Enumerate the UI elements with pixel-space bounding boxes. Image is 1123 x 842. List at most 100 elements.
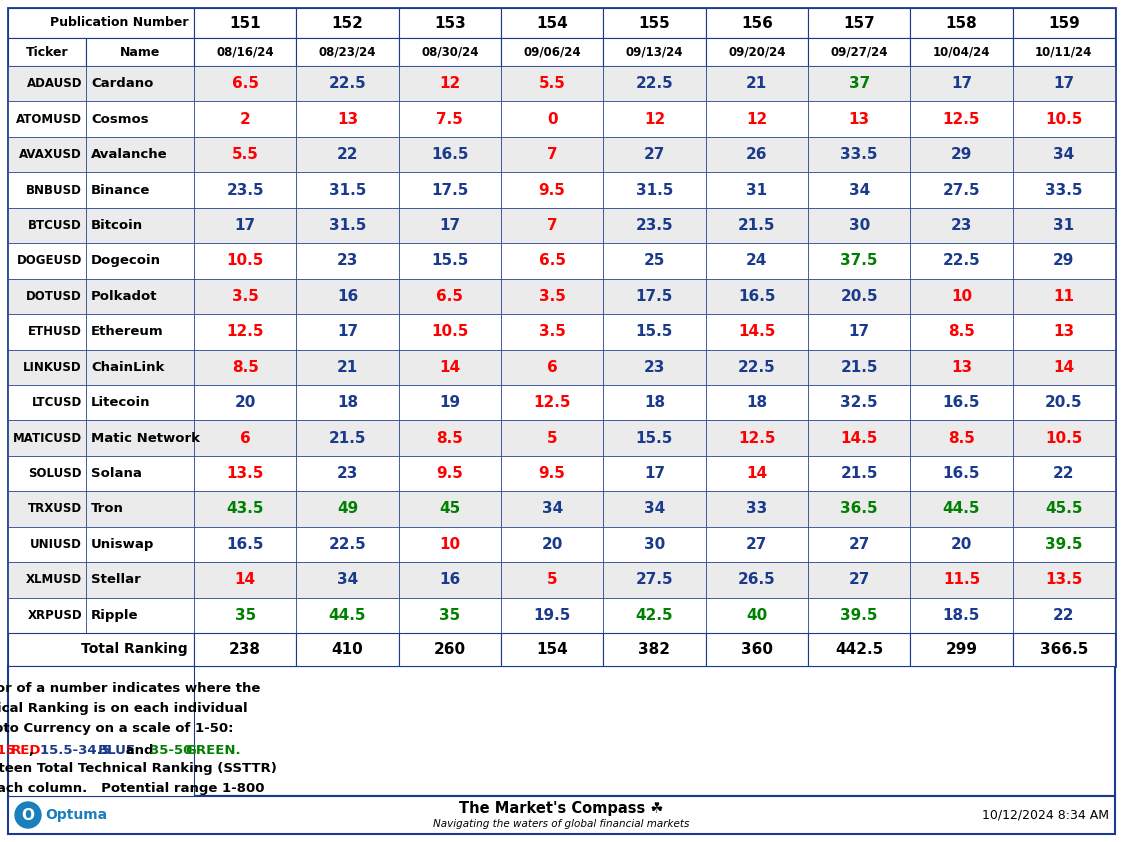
Text: UNIUSD: UNIUSD xyxy=(30,538,82,551)
Text: 22: 22 xyxy=(337,147,358,163)
Bar xyxy=(194,633,296,666)
Bar xyxy=(501,279,603,314)
Bar xyxy=(8,8,1115,666)
Text: 3.5: 3.5 xyxy=(539,324,566,339)
Text: 17: 17 xyxy=(951,77,973,91)
Bar xyxy=(296,173,399,208)
Text: and: and xyxy=(121,744,158,757)
Text: DOTUSD: DOTUSD xyxy=(26,290,82,303)
Text: The color of a number indicates where the: The color of a number indicates where th… xyxy=(0,682,261,695)
Bar xyxy=(501,101,603,137)
Bar xyxy=(86,279,194,314)
Bar xyxy=(1013,208,1115,243)
Text: 20.5: 20.5 xyxy=(1046,395,1083,410)
Bar xyxy=(705,137,809,173)
Text: 159: 159 xyxy=(1048,15,1079,30)
Text: Polkadot: Polkadot xyxy=(91,290,157,303)
Text: 23.5: 23.5 xyxy=(227,183,264,198)
Text: 27.5: 27.5 xyxy=(636,573,674,588)
Text: Navigating the waters of global financial markets: Navigating the waters of global financia… xyxy=(433,819,690,829)
Text: 31.5: 31.5 xyxy=(329,183,366,198)
Bar xyxy=(86,173,194,208)
Text: 12: 12 xyxy=(746,112,767,126)
Text: Litecoin: Litecoin xyxy=(91,396,150,409)
Text: Below each column.   Potential range 1-800: Below each column. Potential range 1-800 xyxy=(0,782,264,795)
Bar xyxy=(603,38,705,66)
Bar xyxy=(705,633,809,666)
Bar xyxy=(1013,66,1115,101)
Text: 260: 260 xyxy=(433,642,466,657)
Text: 17: 17 xyxy=(337,324,358,339)
Text: 157: 157 xyxy=(843,15,875,30)
Text: 6.5: 6.5 xyxy=(231,77,258,91)
Bar xyxy=(1013,420,1115,456)
Bar xyxy=(8,562,86,598)
Bar xyxy=(809,633,911,666)
Bar xyxy=(705,208,809,243)
Text: Tron: Tron xyxy=(91,503,124,515)
Bar xyxy=(194,456,296,491)
Text: GREEN.: GREEN. xyxy=(185,744,240,757)
Bar xyxy=(705,562,809,598)
Text: Publication Number: Publication Number xyxy=(49,17,188,29)
Text: 31.5: 31.5 xyxy=(636,183,673,198)
Bar xyxy=(1013,279,1115,314)
Text: 49: 49 xyxy=(337,502,358,516)
Text: 18: 18 xyxy=(337,395,358,410)
Text: Solana: Solana xyxy=(91,467,141,480)
Text: 27: 27 xyxy=(849,537,870,552)
Text: 16.5: 16.5 xyxy=(942,466,980,481)
Text: 18: 18 xyxy=(747,395,767,410)
Circle shape xyxy=(15,802,42,828)
Bar xyxy=(194,385,296,420)
Text: O: O xyxy=(21,807,35,823)
Text: RED: RED xyxy=(11,744,42,757)
Bar xyxy=(399,456,501,491)
Bar xyxy=(194,562,296,598)
Text: 27: 27 xyxy=(643,147,665,163)
Text: 16: 16 xyxy=(337,289,358,304)
Text: 34: 34 xyxy=(1053,147,1075,163)
Bar xyxy=(809,8,911,38)
Text: 10/11/24: 10/11/24 xyxy=(1035,45,1093,58)
Bar xyxy=(86,562,194,598)
Bar xyxy=(911,598,1013,633)
Bar xyxy=(603,101,705,137)
Bar xyxy=(1013,137,1115,173)
Bar xyxy=(194,137,296,173)
Text: Dogecoin: Dogecoin xyxy=(91,254,161,268)
Bar xyxy=(911,38,1013,66)
Text: 34: 34 xyxy=(643,502,665,516)
Text: Total Ranking: Total Ranking xyxy=(81,642,188,657)
Bar xyxy=(705,38,809,66)
Bar xyxy=(194,314,296,349)
Bar xyxy=(501,314,603,349)
Text: 17: 17 xyxy=(439,218,460,233)
Text: 09/20/24: 09/20/24 xyxy=(728,45,786,58)
Bar xyxy=(296,349,399,385)
Text: BTCUSD: BTCUSD xyxy=(28,219,82,232)
Text: 40: 40 xyxy=(746,608,767,623)
Text: ChainLink: ChainLink xyxy=(91,360,164,374)
Bar xyxy=(8,666,1115,796)
Bar xyxy=(603,8,705,38)
Text: 410: 410 xyxy=(331,642,364,657)
Bar xyxy=(194,101,296,137)
Text: 17.5: 17.5 xyxy=(636,289,673,304)
Text: 23: 23 xyxy=(643,360,665,375)
Text: 7.5: 7.5 xyxy=(437,112,464,126)
Bar xyxy=(1013,562,1115,598)
Bar xyxy=(399,66,501,101)
Bar xyxy=(399,101,501,137)
Bar xyxy=(8,420,86,456)
Bar xyxy=(1013,385,1115,420)
Text: 21: 21 xyxy=(746,77,767,91)
Text: XRPUSD: XRPUSD xyxy=(27,609,82,621)
Text: 10.5: 10.5 xyxy=(1046,430,1083,445)
Text: 20.5: 20.5 xyxy=(840,289,878,304)
Text: 9.5: 9.5 xyxy=(539,466,566,481)
Text: 19: 19 xyxy=(439,395,460,410)
Bar xyxy=(296,420,399,456)
Text: Cardano: Cardano xyxy=(91,77,154,90)
Text: 39.5: 39.5 xyxy=(1046,537,1083,552)
